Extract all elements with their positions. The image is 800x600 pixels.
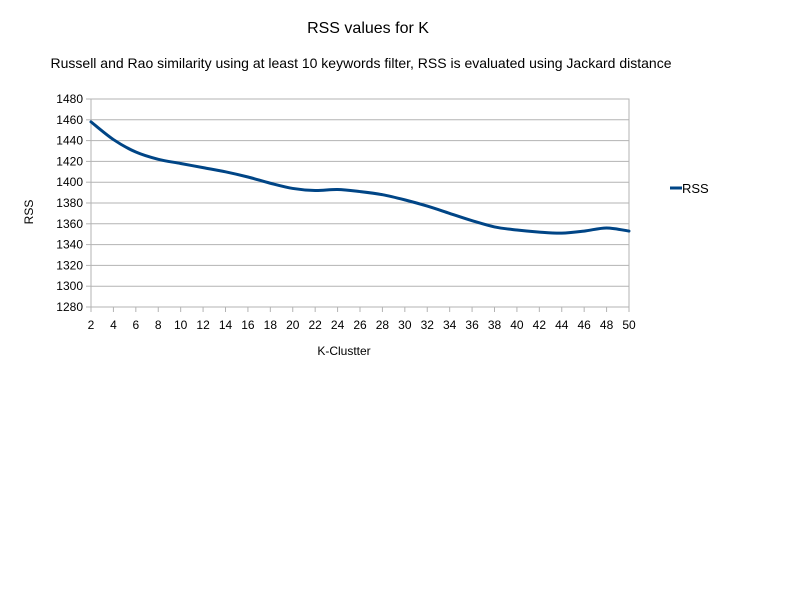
x-axis-ticks: 2 4 6 8 10 12 14 16 18 20 22 24 26 28 30 32 34 36 38 40 42 44… — [88, 307, 636, 332]
y-axis-ticks: 1280 1300 1320 1340 1360 1380 1400 1420 1440 1460… — [56, 92, 91, 314]
x-tick-label: 10 — [174, 318, 188, 332]
x-tick-label: 26 — [353, 318, 367, 332]
x-tick-label: 48 — [600, 318, 614, 332]
y-tick-label: 1400 — [56, 175, 83, 189]
x-tick-label: 50 — [622, 318, 636, 332]
x-tick-label: 2 — [88, 318, 95, 332]
x-tick-label: 46 — [577, 318, 591, 332]
chart-title: RSS values for K — [307, 20, 429, 37]
grid — [91, 119, 629, 287]
y-tick-label: 1280 — [56, 300, 83, 314]
y-tick-label: 1360 — [56, 217, 83, 231]
x-tick-label: 8 — [155, 318, 162, 332]
y-tick-label: 1380 — [56, 196, 83, 210]
x-tick-label: 4 — [110, 318, 117, 332]
legend: RSS — [670, 181, 709, 196]
x-tick-label: 42 — [533, 318, 547, 332]
x-tick-label: 28 — [376, 318, 390, 332]
y-tick-label: 1340 — [56, 238, 83, 252]
x-tick-label: 20 — [286, 318, 300, 332]
x-tick-label: 36 — [465, 318, 479, 332]
y-axis-title: RSS — [22, 200, 36, 225]
x-tick-label: 40 — [510, 318, 524, 332]
x-tick-label: 38 — [488, 318, 502, 332]
x-tick-label: 32 — [421, 318, 435, 332]
x-tick-label: 22 — [308, 318, 322, 332]
x-tick-label: 14 — [219, 318, 233, 332]
x-tick-label: 34 — [443, 318, 457, 332]
x-tick-label: 12 — [196, 318, 210, 332]
y-tick-label: 1320 — [56, 258, 83, 272]
x-tick-label: 44 — [555, 318, 569, 332]
x-tick-label: 24 — [331, 318, 345, 332]
chart-subtitle: Russell and Rao similarity using at leas… — [51, 55, 672, 71]
x-tick-label: 16 — [241, 318, 255, 332]
y-tick-label: 1440 — [56, 134, 83, 148]
y-tick-label: 1420 — [56, 154, 83, 168]
x-tick-label: 30 — [398, 318, 412, 332]
y-tick-label: 1480 — [56, 92, 83, 106]
x-tick-label: 18 — [264, 318, 278, 332]
series-line-rss — [89, 120, 631, 235]
y-tick-label: 1300 — [56, 279, 83, 293]
y-tick-label: 1460 — [56, 113, 83, 127]
x-axis-title: K-Clustter — [317, 344, 370, 358]
series-layer — [89, 120, 631, 235]
legend-label: RSS — [682, 181, 709, 196]
x-tick-label: 6 — [132, 318, 139, 332]
